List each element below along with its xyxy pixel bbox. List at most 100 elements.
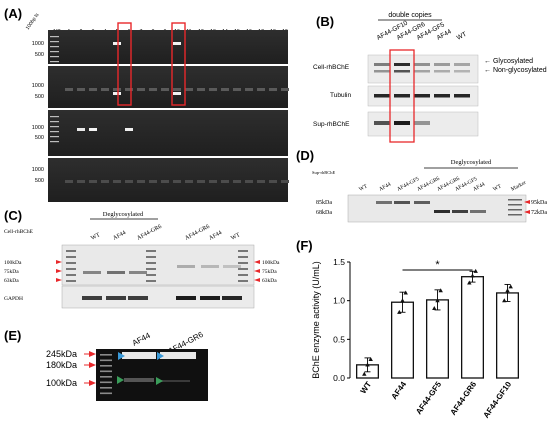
data-point bbox=[435, 298, 440, 303]
lane-label: WT bbox=[456, 31, 468, 42]
lane-label: WT bbox=[230, 232, 241, 242]
marker-label-right: 75kDa bbox=[262, 269, 277, 275]
marker-label: 500 bbox=[35, 135, 44, 141]
ladder-band bbox=[508, 209, 522, 211]
ladder-band bbox=[50, 141, 59, 143]
band-tubulin bbox=[434, 94, 450, 98]
ladder-band bbox=[146, 268, 156, 270]
lane-label: WT bbox=[358, 183, 369, 193]
faint-band bbox=[269, 180, 277, 183]
pcr-band bbox=[113, 92, 121, 95]
x-tick-label: WT bbox=[359, 380, 374, 395]
blue-arrowhead bbox=[118, 352, 125, 360]
faint-band bbox=[281, 180, 289, 183]
blot-c-gapdh bbox=[61, 285, 255, 309]
x-tick-label: AF44-GF10 bbox=[482, 380, 514, 420]
band bbox=[107, 271, 125, 274]
row-label-sup: Sup-rhBChE bbox=[313, 121, 350, 128]
data-point bbox=[473, 268, 478, 273]
band-tubulin bbox=[394, 94, 410, 98]
gel-strip-3 bbox=[48, 110, 288, 156]
data-point bbox=[400, 298, 405, 303]
blot-cell-rhbche bbox=[367, 54, 479, 84]
lane-label: WT bbox=[492, 183, 503, 193]
data-point bbox=[505, 288, 510, 293]
faint-band bbox=[221, 88, 229, 91]
faint-band bbox=[197, 88, 205, 91]
marker-arrow-left bbox=[56, 278, 62, 282]
band-sup bbox=[394, 121, 410, 125]
pcr-band bbox=[89, 128, 97, 131]
marker-label: 500 bbox=[35, 52, 44, 58]
lane-label: AF44-GR6 bbox=[136, 224, 163, 242]
marker-arrow-right bbox=[254, 260, 260, 264]
ladder-band bbox=[238, 268, 248, 270]
band-glycosylated bbox=[376, 201, 392, 204]
ladder-band bbox=[508, 204, 522, 206]
chart-x-labels: WT AF44 AF44-GF5 AF44-GR6 AF44-GF10 bbox=[359, 380, 514, 420]
pcr-band bbox=[113, 42, 121, 45]
marker-label: 1000 bbox=[32, 41, 44, 47]
y-tick-label: 1.0 bbox=[333, 296, 345, 306]
faint-band bbox=[149, 180, 157, 183]
lane-label: AF44-GR6 bbox=[184, 224, 211, 242]
marker-label: 500 bbox=[35, 94, 44, 100]
green-arrowhead bbox=[156, 377, 163, 385]
panel-c-title: Cell-rhBChE bbox=[4, 229, 34, 235]
significance-star: * bbox=[435, 259, 440, 271]
marker-label: 1000 bbox=[32, 167, 44, 173]
faint-band bbox=[137, 88, 145, 91]
ladder-band bbox=[50, 116, 59, 118]
chart-axes: 0.0 0.5 1.0 1.5 bbox=[333, 257, 351, 383]
marker-label-right: 95kDa bbox=[531, 200, 547, 206]
ladder-band bbox=[50, 126, 59, 128]
ladder-band bbox=[508, 214, 522, 216]
panel-b: (B) double copies AF44-GF10AF44-GR6AF44-… bbox=[313, 12, 547, 143]
band-tubulin bbox=[414, 94, 430, 98]
marker-arrowhead bbox=[89, 362, 96, 368]
ladder-band bbox=[100, 381, 112, 384]
faint-band bbox=[113, 88, 121, 91]
ladder-band bbox=[238, 262, 248, 264]
bar bbox=[425, 299, 449, 379]
faint-band bbox=[77, 180, 85, 183]
marker-label-left: 100kDa bbox=[4, 260, 22, 266]
data-point bbox=[502, 298, 507, 303]
band-sup bbox=[374, 121, 390, 125]
panel-b-letter: (B) bbox=[316, 14, 334, 29]
marker-label: 100kDa bbox=[46, 378, 77, 388]
panel-d-title: Sup-rhBChE bbox=[312, 170, 336, 175]
ladder-band bbox=[238, 274, 248, 276]
band-gapdh bbox=[128, 296, 148, 300]
marker-arrow-right bbox=[254, 269, 260, 273]
faint-band bbox=[137, 180, 145, 183]
arrow-non-glycosylated: ← Non-glycosylated bbox=[484, 67, 547, 74]
faint-band bbox=[161, 88, 169, 91]
marker-label-right: 100kDa bbox=[262, 260, 280, 266]
faint-band bbox=[233, 88, 241, 91]
y-tick-label: 0.0 bbox=[333, 373, 345, 383]
gel-marker-labels: 1000 500 1000 500 1000 500 1000 500 bbox=[32, 41, 44, 184]
marker-label-left: 75kDa bbox=[4, 269, 19, 275]
faint-band bbox=[125, 180, 133, 183]
ladder-band bbox=[100, 376, 112, 378]
band-gapdh bbox=[82, 296, 102, 300]
bar bbox=[390, 301, 414, 379]
band bbox=[83, 271, 101, 274]
band-tubulin bbox=[374, 94, 390, 98]
panel-d: (D) Sup-rhBChE Deglycosylated WT AF44 AF44… bbox=[296, 148, 547, 223]
ladder-label: 100bp ls bbox=[25, 12, 41, 31]
marker-label-left: 68kDa bbox=[316, 210, 332, 216]
ladder-band bbox=[100, 370, 112, 373]
data-point bbox=[470, 273, 475, 278]
band bbox=[201, 265, 219, 268]
bar bbox=[460, 276, 484, 379]
faint-band bbox=[209, 88, 217, 91]
blot-c-main bbox=[61, 244, 255, 286]
y-tick-label: 1.5 bbox=[333, 257, 345, 267]
faint-band bbox=[101, 88, 109, 91]
ladder-band bbox=[50, 41, 59, 43]
band-gapdh bbox=[200, 296, 220, 300]
band-gapdh bbox=[106, 296, 126, 300]
lane-label: AF44 bbox=[208, 230, 223, 242]
